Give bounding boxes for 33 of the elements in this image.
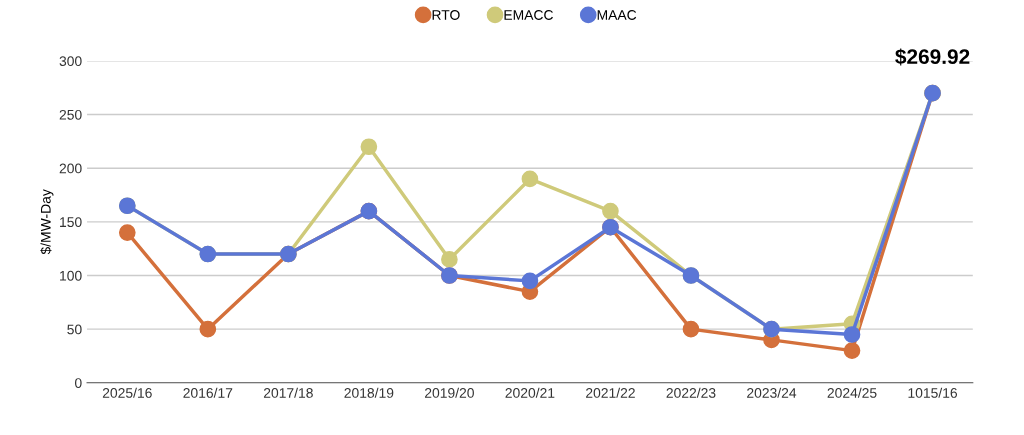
- y-tick-label: 100: [60, 270, 82, 281]
- y-tick-label: 150: [60, 217, 82, 228]
- annotation: $269.92: [895, 48, 970, 66]
- x-tick-label: 2025/16: [102, 387, 152, 398]
- point: [360, 138, 378, 156]
- y-tick-label: 250: [59, 109, 82, 120]
- legend-label: MAAC: [597, 10, 637, 20]
- y-tick-label: 50: [67, 324, 82, 335]
- legend-label: RTO: [432, 10, 460, 20]
- x-tick-label: 2020/21: [505, 387, 555, 398]
- legend-label: EMACC: [504, 10, 553, 20]
- point: [521, 170, 539, 188]
- point: [843, 342, 861, 359]
- point: [602, 202, 619, 220]
- x-tick-label: 2022/23: [666, 387, 716, 398]
- y-tick-label: 0: [75, 378, 82, 388]
- x-tick-label: 2016/17: [183, 387, 233, 398]
- y-tick-label: 300: [59, 56, 82, 67]
- x-tick-label: 1015/16: [908, 387, 958, 398]
- point: [521, 272, 539, 290]
- point: [199, 320, 217, 338]
- y-tick-label: 200: [59, 163, 82, 174]
- y-axis-title: $/MW-Day: [40, 189, 54, 255]
- x-tick-label: 2024/25: [827, 387, 877, 398]
- x-tick-label: 2018/19: [344, 387, 394, 398]
- x-tick-label: 2019/20: [425, 387, 474, 398]
- x-tick-label: 2023/24: [747, 387, 797, 398]
- point: [441, 251, 458, 268]
- point: [118, 224, 136, 241]
- x-tick-label: 2017/18: [263, 387, 313, 398]
- point: [843, 326, 861, 343]
- x-tick-label: 2021/22: [586, 387, 635, 398]
- point: [682, 320, 700, 338]
